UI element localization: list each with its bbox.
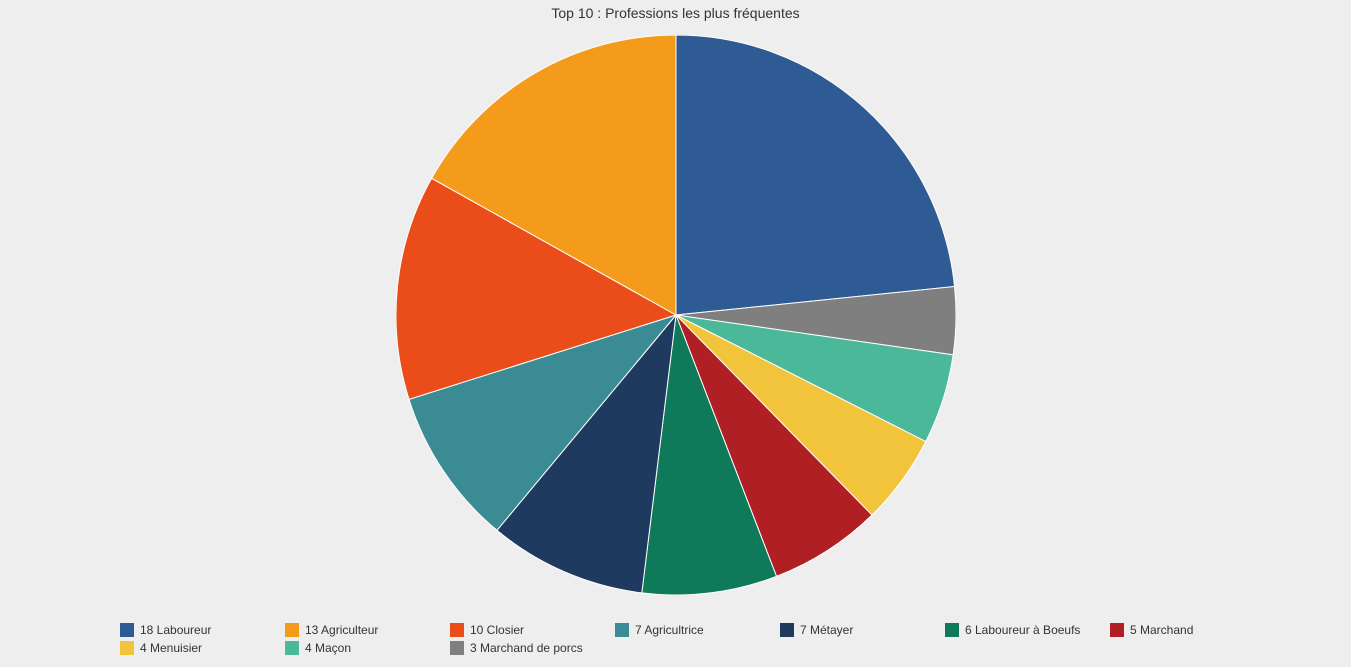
legend-item[interactable]: 4 Menuisier (120, 641, 285, 655)
legend-label: 18 Laboureur (140, 623, 211, 637)
legend-label: 7 Métayer (800, 623, 853, 637)
legend: 18 Laboureur 13 Agriculteur 10 Closier 7 Ag… (120, 623, 1291, 655)
legend-label: 13 Agriculteur (305, 623, 378, 637)
legend-swatch (120, 623, 134, 637)
legend-swatch (285, 641, 299, 655)
legend-swatch (945, 623, 959, 637)
chart-title: Top 10 : Professions les plus fréquentes (0, 5, 1351, 21)
chart-container: Top 10 : Professions les plus fréquentes… (0, 0, 1351, 667)
legend-item[interactable]: 10 Closier (450, 623, 615, 637)
legend-label: 7 Agricultrice (635, 623, 704, 637)
legend-item[interactable]: 5 Marchand (1110, 623, 1275, 637)
legend-label: 5 Marchand (1130, 623, 1193, 637)
legend-swatch (780, 623, 794, 637)
legend-swatch (450, 641, 464, 655)
legend-swatch (615, 623, 629, 637)
legend-item[interactable]: 7 Métayer (780, 623, 945, 637)
legend-label: 4 Maçon (305, 641, 351, 655)
pie-chart (396, 35, 956, 600)
legend-label: 4 Menuisier (140, 641, 202, 655)
legend-item[interactable]: 4 Maçon (285, 641, 450, 655)
pie-slice[interactable] (676, 35, 955, 315)
legend-label: 6 Laboureur à Boeufs (965, 623, 1080, 637)
legend-item[interactable]: 18 Laboureur (120, 623, 285, 637)
legend-label: 3 Marchand de porcs (470, 641, 583, 655)
legend-item[interactable]: 3 Marchand de porcs (450, 641, 615, 655)
legend-item[interactable]: 6 Laboureur à Boeufs (945, 623, 1110, 637)
legend-swatch (450, 623, 464, 637)
legend-item[interactable]: 7 Agricultrice (615, 623, 780, 637)
legend-swatch (1110, 623, 1124, 637)
legend-label: 10 Closier (470, 623, 524, 637)
legend-swatch (285, 623, 299, 637)
legend-swatch (120, 641, 134, 655)
legend-item[interactable]: 13 Agriculteur (285, 623, 450, 637)
